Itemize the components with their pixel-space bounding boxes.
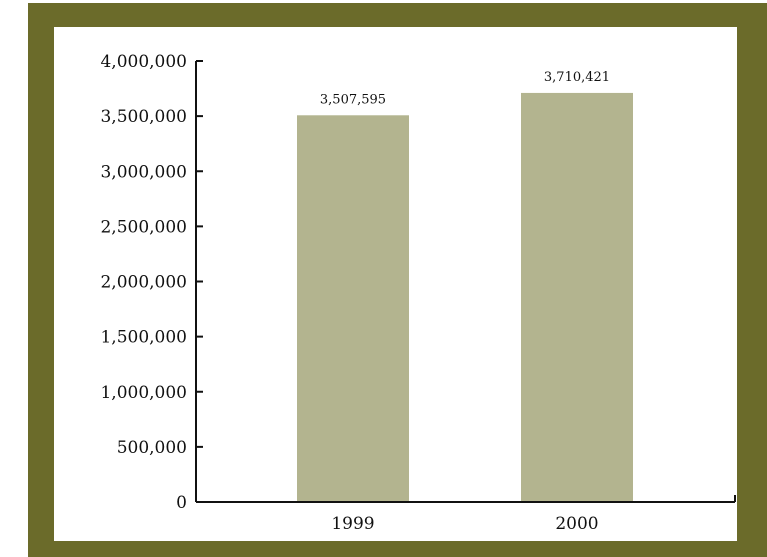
y-tick-label-1500000: 1,500,000 [100,328,187,348]
bar-1999 [297,115,409,502]
y-axis: 0 500,000 1,000,000 1,500,000 2,000,000 2,500… [100,52,203,513]
bar-2000 [521,92,633,502]
y-tick-label-0: 0 [176,493,187,513]
y-tick-label-4000000: 4,000,000 [100,52,187,72]
x-axis: 1999 2000 [196,495,736,534]
data-labels-group: 3,507,595 3,710,421 [320,70,610,107]
x-tick-label-1999: 1999 [331,514,374,534]
y-tick-label-1000000: 1,000,000 [100,383,187,403]
x-tick-label-2000: 2000 [555,514,598,534]
bars-group [297,92,633,502]
data-label-2000: 3,710,421 [544,70,610,85]
data-label-1999: 3,507,595 [320,92,386,107]
y-tick-label-3000000: 3,000,000 [100,162,187,182]
y-tick-label-2000000: 2,000,000 [100,273,187,293]
y-tick-label-3500000: 3,500,000 [100,107,187,127]
y-tick-label-500000: 500,000 [117,438,187,458]
y-tick-label-2500000: 2,500,000 [100,217,187,237]
